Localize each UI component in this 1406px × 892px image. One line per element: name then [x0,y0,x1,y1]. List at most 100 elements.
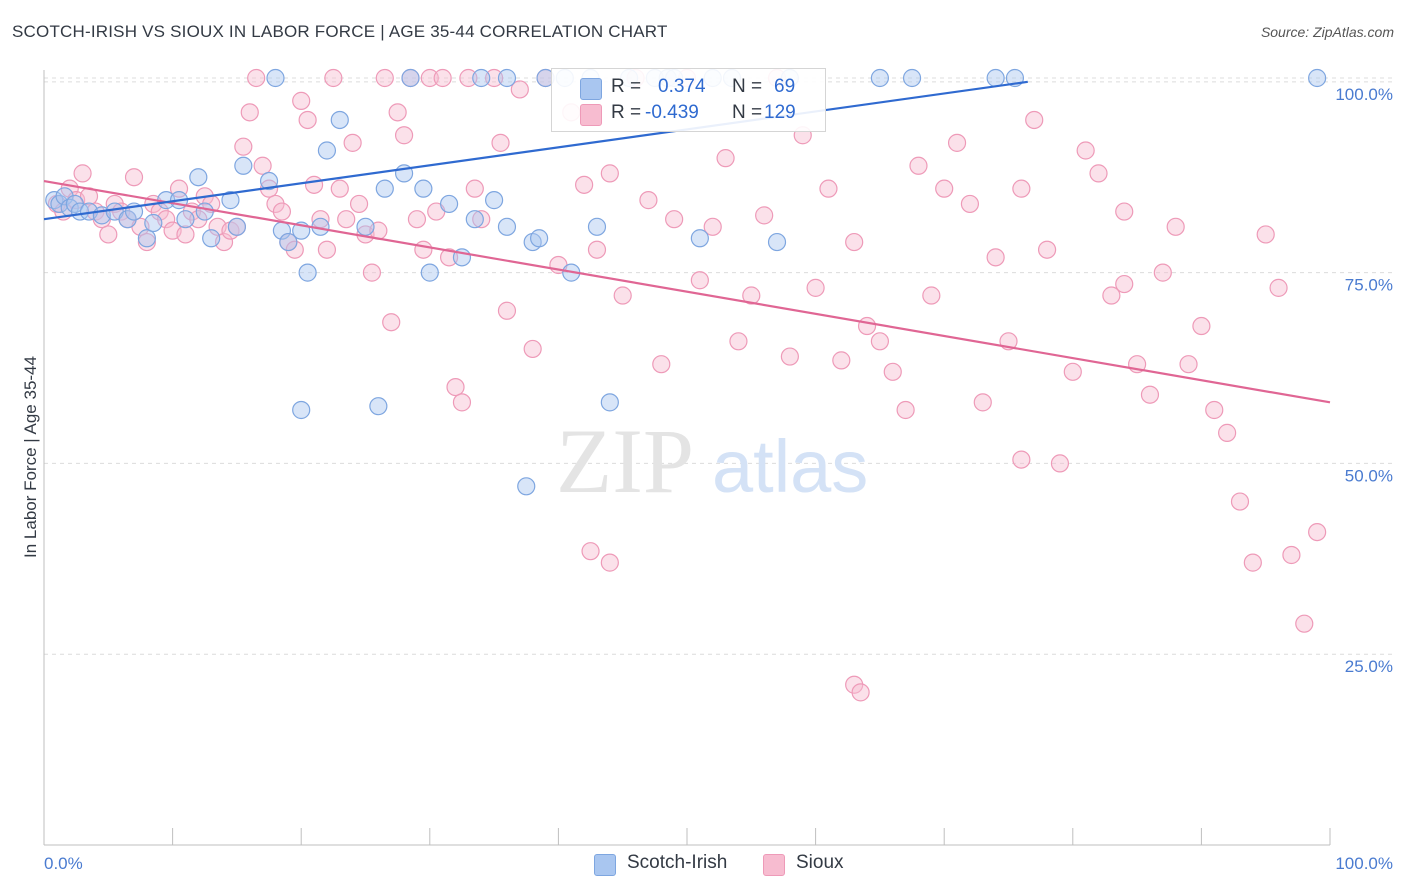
trend-lines [43,80,1331,404]
sioux-point [845,232,864,252]
y-tick-label: 25.0% [1345,657,1393,676]
sioux-point [414,240,433,259]
sioux-point [349,194,369,214]
scotch-irish-point [195,202,214,221]
sioux-point [909,156,928,175]
sioux-point [1050,454,1070,473]
y-axis-label: In Labor Force | Age 35-44 [21,356,40,558]
scotch-irish-point [1308,68,1327,88]
sioux-point [652,355,671,374]
sioux-point [857,316,877,336]
legend-swatch-blue [580,78,602,100]
stats-legend: R = 0.374 N = 69 R = -0.439 N = 129 [551,68,826,132]
scotch-irish-point [439,194,459,214]
sioux-point [407,210,427,229]
scotch-irish-point [497,217,517,236]
bottom-legend-swatch-pink [763,854,785,876]
sioux-point [1102,286,1121,305]
sioux-point [510,80,529,99]
sioux-point [99,225,118,244]
scotch-irish-point [472,68,491,88]
sioux-point [362,263,382,282]
sioux-point [845,675,864,694]
sioux-point [922,286,941,305]
sioux-point [465,179,484,198]
legend-n-label: N = [732,76,763,97]
scotch-irish-point [118,210,137,229]
sioux-point [485,68,504,88]
sioux-point [613,286,632,305]
sioux-point [1025,110,1044,130]
scotch-irish-point [279,232,298,252]
sioux-point [272,202,292,221]
sioux-point [382,313,401,332]
sioux-point [973,393,992,412]
sioux-point [1230,492,1250,511]
sioux-point [935,179,954,198]
sioux-point [1205,400,1224,420]
sioux-point [343,133,362,152]
sioux-point [1089,164,1108,183]
scotch-irish-point [767,232,787,252]
sioux-point [452,393,472,412]
scotch-irish-point [600,393,619,412]
sioux-point [330,179,349,198]
sioux-point [639,191,658,210]
sioux-point [1153,263,1172,282]
sioux-point [375,68,394,88]
sioux-point [420,68,439,88]
sioux-point [491,133,510,152]
scotch-irish-trend-line [43,80,1028,221]
sioux-point [337,210,356,229]
scotch-irish-point [202,229,221,248]
sioux-point [176,225,195,244]
sioux-point [755,206,774,225]
sioux-point [1076,141,1095,160]
sioux-point [600,164,619,183]
scotch-irish-point [298,263,317,282]
sioux-point [234,137,253,156]
scotch-irish-point [137,229,156,248]
scotch-irish-point [375,179,394,198]
sioux-point [665,210,684,229]
sioux-point [716,149,735,168]
scotch-irish-point [401,68,420,88]
scotch-irish-point [870,68,890,88]
sioux-point [1140,385,1160,404]
sioux-point [388,103,407,122]
chart-title: SCOTCH-IRISH VS SIOUX IN LABOR FORCE | A… [12,22,668,41]
sioux-point [1295,614,1314,633]
sioux-point [986,248,1005,267]
zipatlas-watermark: ZIP atlas [556,410,868,512]
scotch-irish-point [266,68,285,88]
sioux-point [292,91,311,110]
sioux-point [947,133,967,152]
sioux-point [819,179,838,198]
scotch-irish-point [330,110,349,130]
scotch-irish-point [485,191,504,210]
sioux-point [851,683,870,702]
y-tick-label: 100.0% [1335,85,1393,104]
scotch-irish-point [189,168,208,187]
sioux-point [497,301,517,320]
sioux-point [1282,545,1301,565]
sioux-point [1179,355,1198,374]
sioux-point [703,217,722,236]
sioux-point [1037,240,1057,259]
sioux-point [832,351,851,370]
bottom-legend-swatch-blue [594,854,616,876]
scotch-irish-point [292,400,311,420]
bottom-legend-label: Sioux [796,852,844,873]
sioux-point [266,194,285,214]
sioux-point [575,175,594,194]
scotch-irish-point [902,68,922,88]
sioux-point [1115,274,1134,294]
sioux-point [780,347,799,366]
scotch-irish-point [317,141,337,160]
legend-r-value: 0.374 [658,76,706,97]
scotch-irish-point [465,210,484,229]
sioux-point [1256,225,1275,244]
x-tick-label-max: 100.0% [1335,854,1393,873]
scotch-irish-point [690,229,709,248]
legend-n-value: 129 [764,102,796,123]
